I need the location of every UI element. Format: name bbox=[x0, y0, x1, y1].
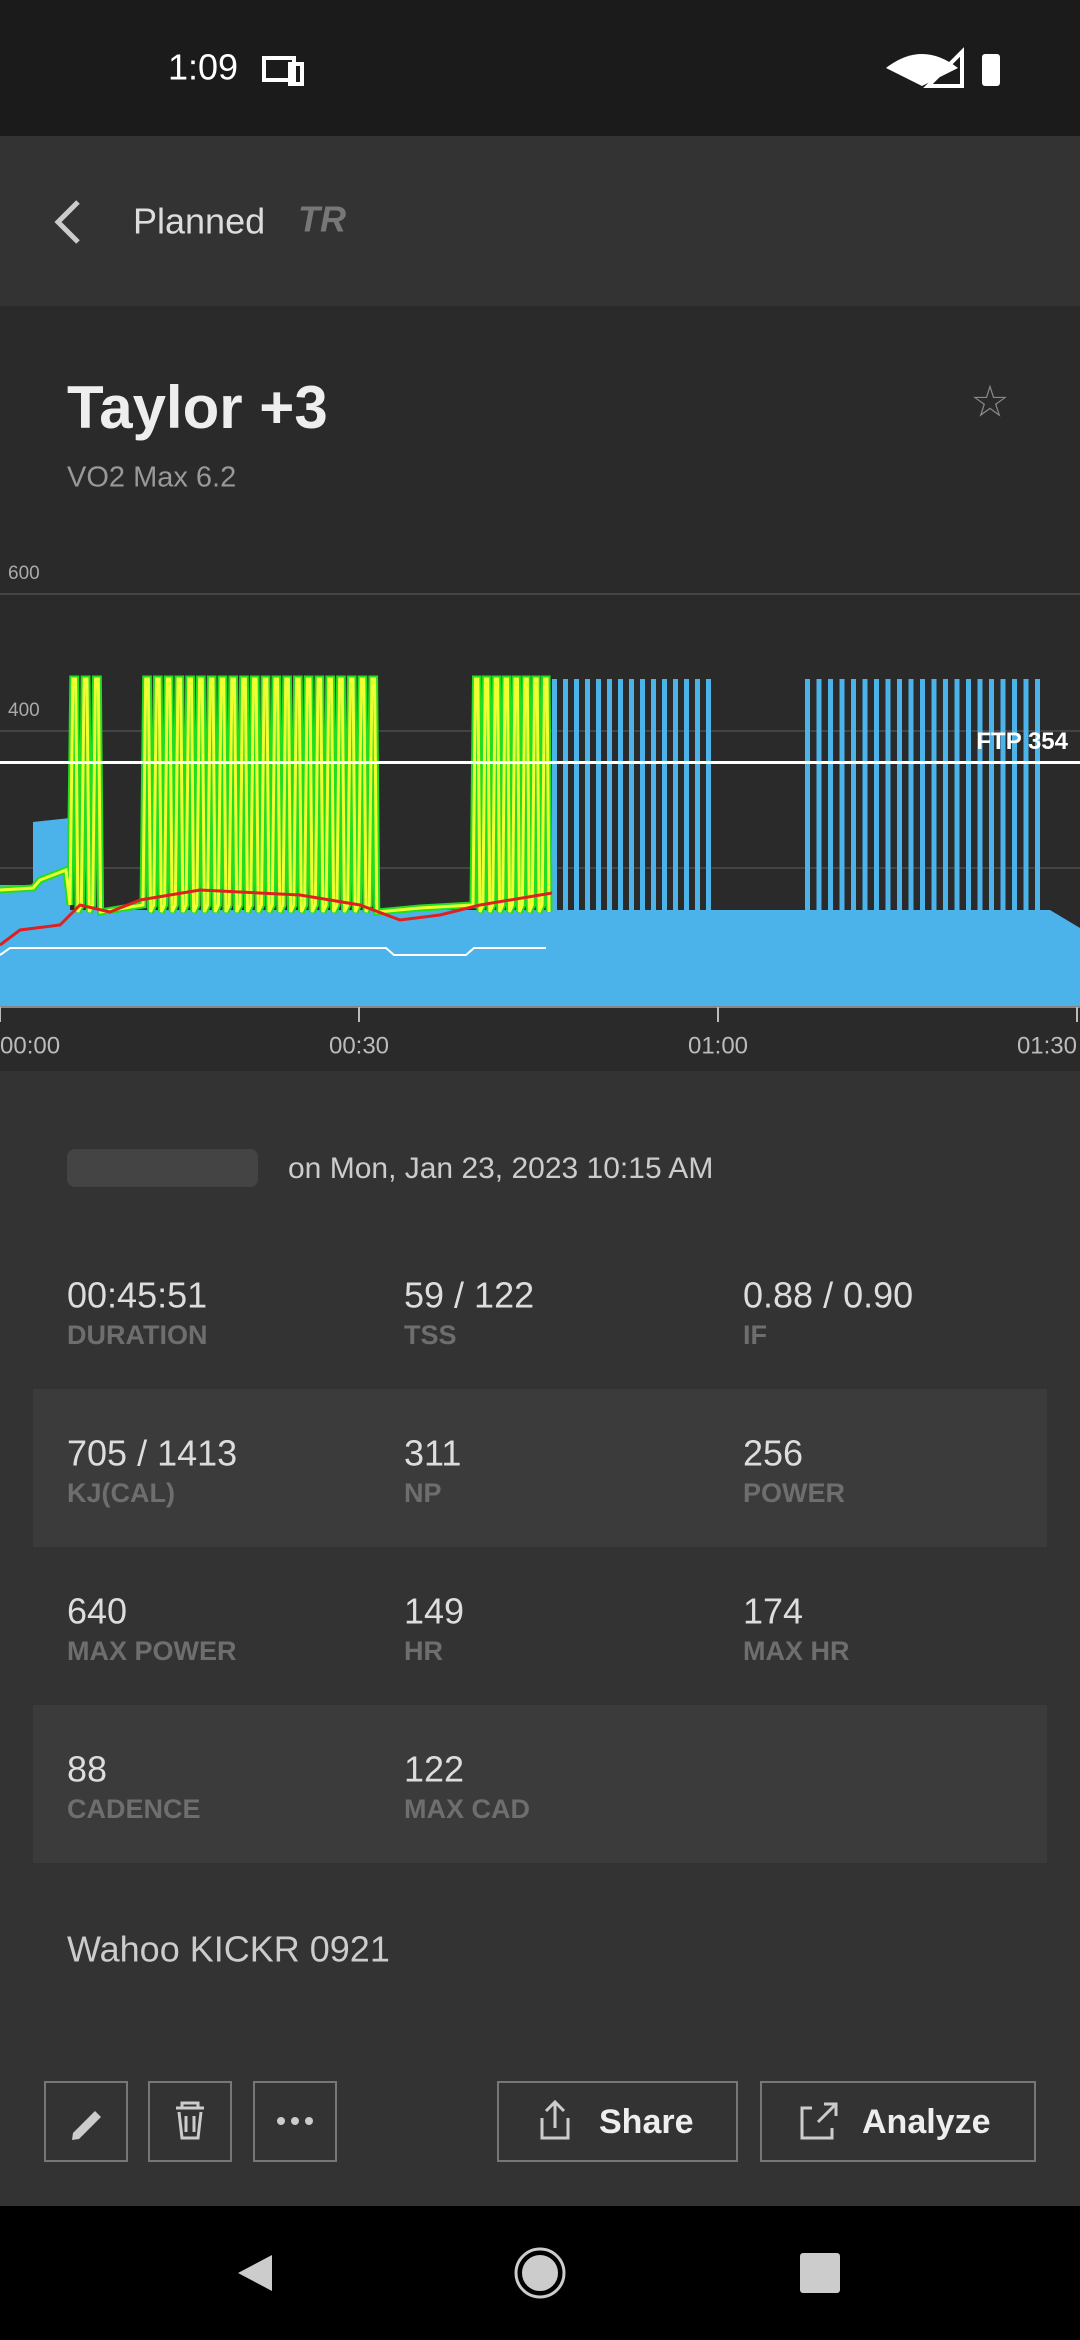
stat-value: 256 bbox=[743, 1433, 803, 1474]
ride-heart-rate bbox=[0, 888, 553, 947]
wifi-icon bbox=[886, 54, 958, 86]
stat-label: IF bbox=[743, 1320, 767, 1350]
stats-row-bg bbox=[33, 1389, 1047, 1547]
cast-icon bbox=[262, 56, 304, 86]
header-title: Planned bbox=[133, 201, 265, 242]
workout-subtitle: VO2 Max 6.2 bbox=[67, 462, 236, 494]
share-button[interactable] bbox=[497, 2081, 738, 2162]
stat-label: KJ(CAL) bbox=[67, 1478, 175, 1508]
favorite-star[interactable]: ☆ bbox=[970, 378, 1009, 427]
nav-back[interactable] bbox=[238, 2255, 272, 2291]
analyze-icon bbox=[800, 2102, 838, 2140]
ftp-label: FTP 354 bbox=[976, 728, 1068, 755]
nav-home-ring bbox=[514, 2247, 566, 2299]
back-button[interactable] bbox=[54, 200, 80, 244]
stat-value: 59 / 122 bbox=[404, 1275, 534, 1316]
redacted-name bbox=[67, 1149, 258, 1187]
nav-recents[interactable] bbox=[800, 2253, 840, 2293]
ride-power bbox=[0, 677, 551, 914]
stats-grid: 00:45:51 DURATION 59 / 122 TSS 0.88 / 0.90 IF… bbox=[33, 1275, 1047, 1863]
signal-icon bbox=[923, 47, 964, 88]
stat-label: MAX POWER bbox=[67, 1636, 237, 1666]
share-label: Share bbox=[599, 2103, 694, 2141]
stat-value: 122 bbox=[404, 1749, 464, 1790]
y-tick-label: 600 bbox=[8, 563, 40, 584]
x-tick-label: 00:30 bbox=[329, 1032, 389, 1059]
x-tick-label: 00:00 bbox=[0, 1032, 60, 1059]
ride-cadence bbox=[0, 947, 546, 956]
stat-value: 311 bbox=[404, 1433, 461, 1474]
more-button[interactable] bbox=[253, 2081, 337, 2162]
battery-icon bbox=[982, 54, 1000, 86]
stat-label: NP bbox=[404, 1478, 442, 1508]
nav-home[interactable] bbox=[518, 2251, 562, 2295]
stat-label: CADENCE bbox=[67, 1794, 201, 1824]
stat-label: MAX CAD bbox=[404, 1794, 530, 1824]
planned-workout bbox=[0, 679, 1080, 1007]
logo: TR bbox=[298, 199, 346, 240]
share-icon bbox=[540, 2099, 570, 2140]
stat-value: 640 bbox=[67, 1591, 127, 1632]
more-icon bbox=[277, 2117, 313, 2125]
stat-label: TSS bbox=[404, 1320, 457, 1350]
stat-label: HR bbox=[404, 1636, 443, 1666]
stat-label: POWER bbox=[743, 1478, 845, 1508]
stats-row-bg bbox=[33, 1705, 1047, 1863]
analyze-button[interactable] bbox=[760, 2081, 1036, 2162]
chart: 400 600 FTP 354 00:00 00:30 01:00 01:30 bbox=[0, 563, 1080, 1059]
x-tick-label: 01:00 bbox=[688, 1032, 748, 1059]
delete-button[interactable] bbox=[148, 2081, 232, 2162]
header-bar bbox=[0, 136, 1080, 306]
delete-icon bbox=[176, 2101, 204, 2140]
y-tick-label: 400 bbox=[8, 700, 40, 721]
workout-title: Taylor +3 bbox=[67, 374, 328, 441]
stat-value: 0.88 / 0.90 bbox=[743, 1275, 913, 1316]
edit-icon bbox=[72, 2111, 101, 2140]
stat-label: DURATION bbox=[67, 1320, 207, 1350]
stat-value: 174 bbox=[743, 1591, 803, 1632]
device-name: Wahoo KICKR 0921 bbox=[67, 1929, 390, 1970]
ride-date: on Mon, Jan 23, 2023 10:15 AM bbox=[288, 1152, 713, 1185]
x-tick-label: 01:30 bbox=[1017, 1032, 1077, 1059]
clock: 1:09 bbox=[168, 47, 238, 88]
stat-value: 705 / 1413 bbox=[67, 1433, 237, 1474]
stat-value: 149 bbox=[404, 1591, 464, 1632]
stat-value: 88 bbox=[67, 1749, 107, 1790]
stat-label: MAX HR bbox=[743, 1636, 850, 1666]
analyze-label: Analyze bbox=[862, 2103, 991, 2141]
edit-button[interactable] bbox=[44, 2081, 128, 2162]
stat-value: 00:45:51 bbox=[67, 1275, 207, 1316]
